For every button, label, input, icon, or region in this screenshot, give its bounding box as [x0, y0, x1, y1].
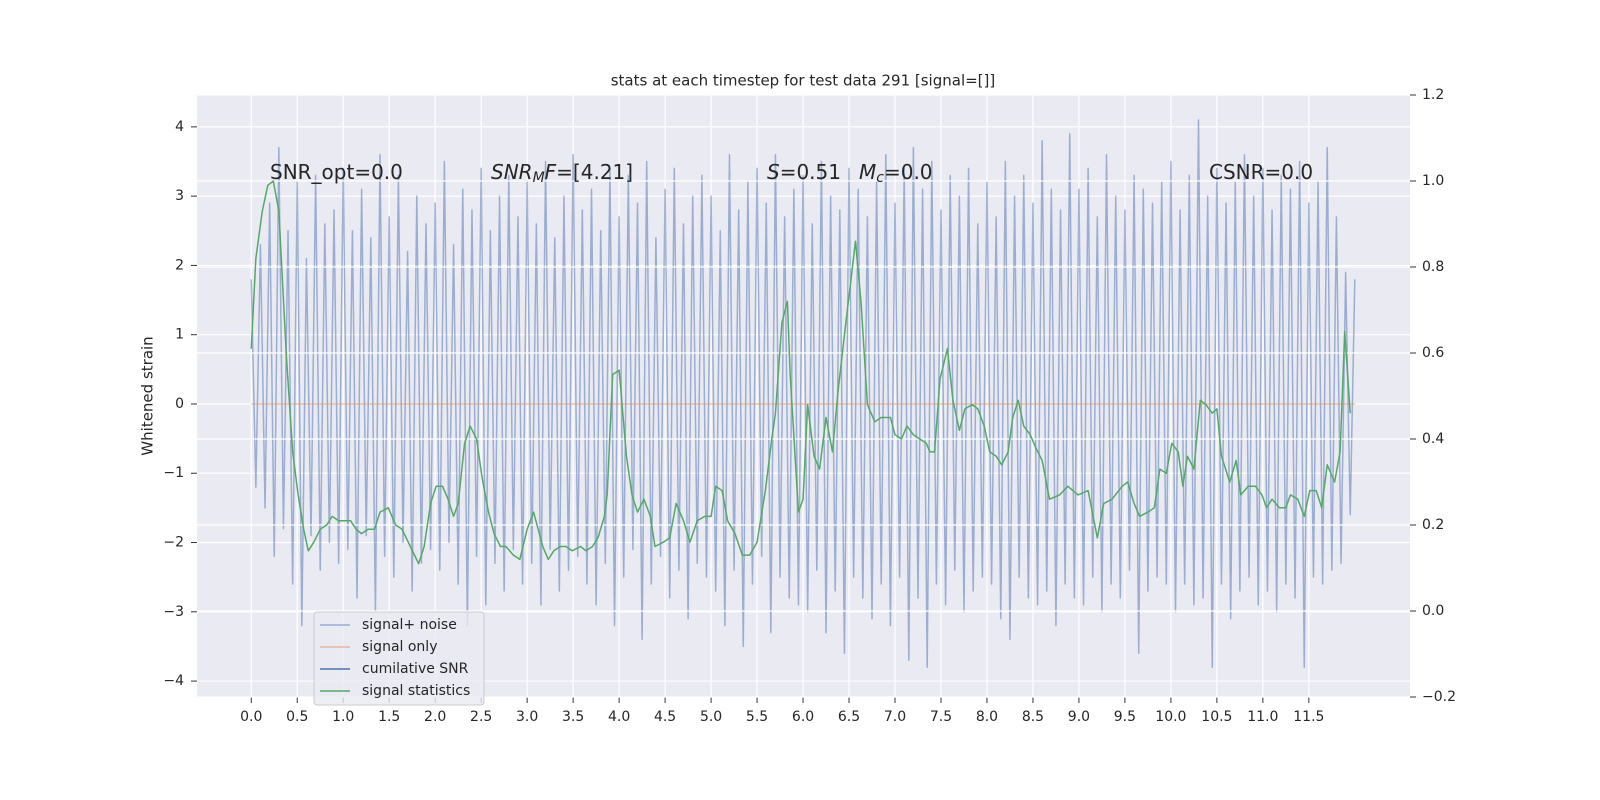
- x-tick-label: 3.5: [562, 709, 584, 725]
- annotation-part: M: [533, 170, 545, 186]
- y2-tick-label: 1.0: [1422, 173, 1444, 189]
- annotation-part: c: [876, 170, 884, 186]
- series-line: [250, 119, 1356, 668]
- annotation: SNRMF=[4.21]: [491, 160, 633, 187]
- x-tick-label: 11.5: [1293, 709, 1324, 725]
- x-tick-label: 9.0: [1068, 709, 1090, 725]
- x-tick-label: 11.0: [1247, 709, 1278, 725]
- annotation: CSNR=0.0: [1209, 160, 1313, 184]
- annotation-part: SNR_opt=0.0: [270, 160, 403, 184]
- y-tick-label: 0: [175, 396, 184, 412]
- annotation-part: =[4.21]: [556, 160, 633, 184]
- annotation-part: =0.0: [884, 160, 933, 184]
- annotation: S=0.51: [767, 160, 841, 184]
- x-tick-label: 5.5: [746, 709, 768, 725]
- x-tick-label: 6.5: [838, 709, 860, 725]
- x-tick-label: 7.0: [884, 709, 906, 725]
- chart-title: stats at each timestep for test data 291…: [611, 72, 996, 90]
- annotation: SNR_opt=0.0: [270, 160, 403, 184]
- y-tick-label: −2: [163, 535, 184, 551]
- y-tick-label: 1: [175, 327, 184, 343]
- legend-box: [313, 611, 485, 706]
- x-tick-label: 6.0: [792, 709, 814, 725]
- y2-tick-label: −0.2: [1422, 689, 1456, 705]
- annotation-part: =0.51: [780, 160, 841, 184]
- legend-label: signal only: [362, 639, 437, 655]
- y2-tick-label: 0.2: [1422, 517, 1444, 533]
- series-line: [250, 180, 1351, 565]
- x-tick-label: 10.5: [1201, 709, 1232, 725]
- x-tick-label: 5.0: [700, 709, 722, 725]
- x-tick-label: 4.5: [654, 709, 676, 725]
- x-tick-label: 8.5: [1022, 709, 1044, 725]
- y2-tick-label: 0.6: [1422, 345, 1444, 361]
- legend-label: cumilative SNR: [362, 661, 469, 677]
- y-axis-label: Whitened strain: [139, 336, 157, 455]
- y-tick-label: −3: [163, 604, 184, 620]
- x-tick-label: 3.0: [516, 709, 538, 725]
- x-tick-label: 2.0: [424, 709, 446, 725]
- annotation-part: M: [859, 160, 876, 184]
- y2-tick-label: 0.0: [1422, 603, 1444, 619]
- x-tick-label: 8.0: [976, 709, 998, 725]
- x-tick-label: 0.5: [286, 709, 308, 725]
- annotation-part: F: [545, 160, 557, 184]
- x-tick-label: 1.5: [378, 709, 400, 725]
- y-tick-label: −4: [163, 673, 184, 689]
- annotation: Mc=0.0: [859, 160, 933, 187]
- y2-tick-label: 1.2: [1422, 87, 1444, 103]
- y2-tick-label: 0.4: [1422, 431, 1444, 447]
- y-tick-label: 3: [175, 188, 184, 204]
- x-tick-label: 9.5: [1114, 709, 1136, 725]
- y-tick-label: 4: [175, 119, 184, 135]
- x-tick-label: 7.5: [930, 709, 952, 725]
- legend-label: signal statistics: [362, 683, 470, 699]
- annotation-part: SNR: [491, 160, 533, 184]
- y-tick-label: −1: [163, 465, 184, 481]
- legend-label: signal+ noise: [362, 617, 457, 633]
- x-tick-label: 1.0: [332, 709, 354, 725]
- x-tick-label: 10.0: [1155, 709, 1186, 725]
- y-tick-label: 2: [175, 257, 184, 273]
- x-tick-label: 0.0: [240, 709, 262, 725]
- x-tick-label: 4.0: [608, 709, 630, 725]
- x-tick-label: 2.5: [470, 709, 492, 725]
- annotation-part: S: [767, 160, 780, 184]
- y2-tick-label: 0.8: [1422, 259, 1444, 275]
- annotation-part: CSNR=0.0: [1209, 160, 1313, 184]
